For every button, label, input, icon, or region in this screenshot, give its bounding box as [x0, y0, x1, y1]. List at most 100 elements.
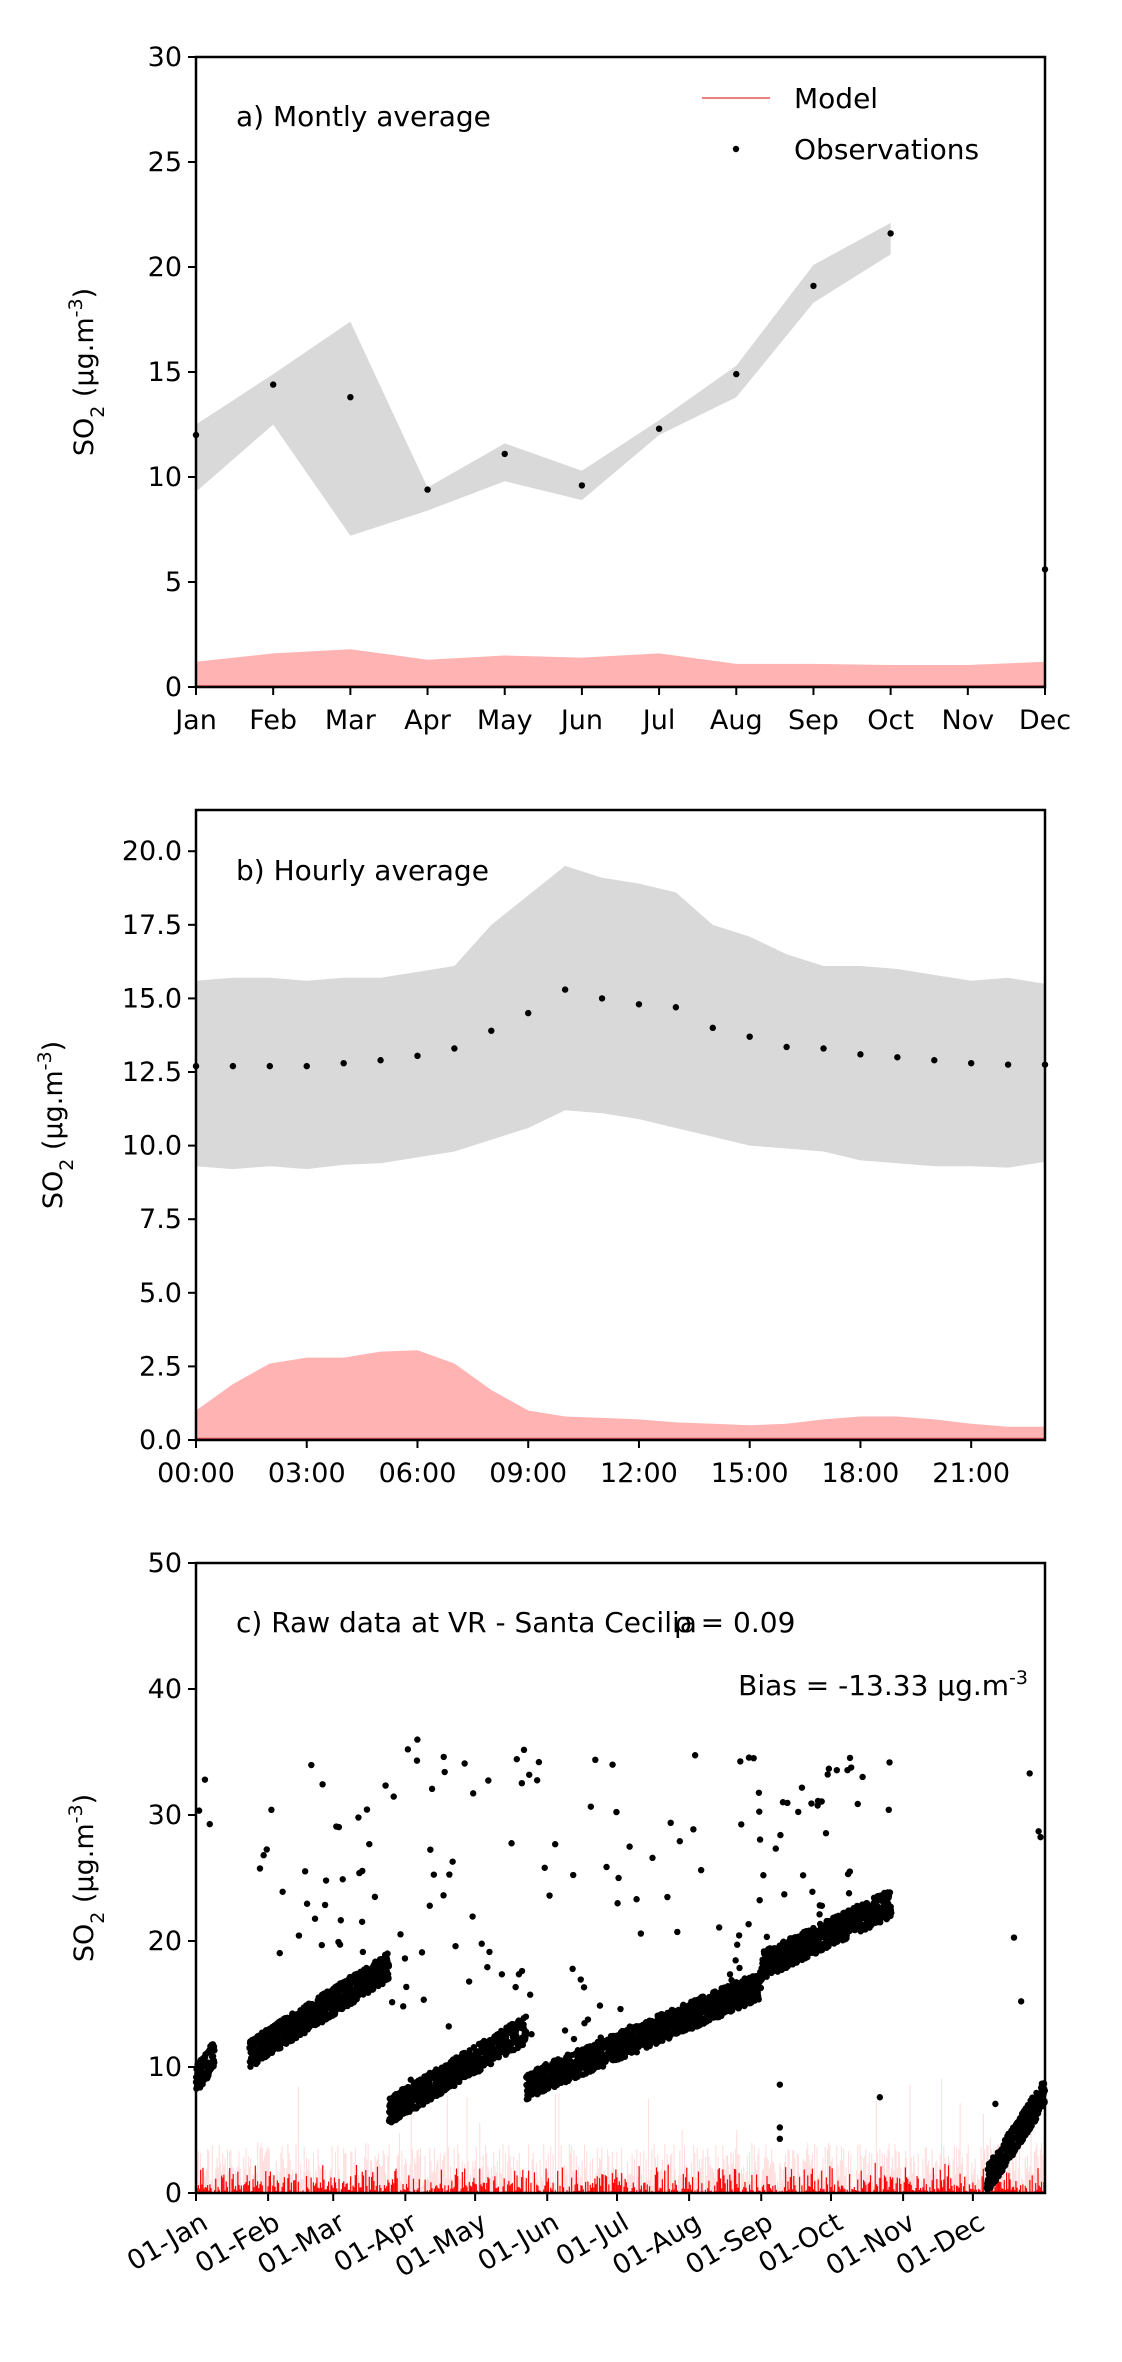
observation-point [371, 1893, 379, 1901]
observation-point [414, 1052, 421, 1060]
observation-point [541, 1864, 548, 1871]
legend-observations-marker [732, 145, 740, 153]
observation-point [359, 1867, 366, 1875]
observation-point [551, 1841, 559, 1848]
observation-point [347, 394, 354, 401]
observation-point [277, 2044, 284, 2052]
x-tick-label: Nov [941, 705, 994, 736]
observation-point [613, 1808, 620, 1816]
observation-point [311, 1915, 319, 1922]
observation-point [857, 1051, 864, 1058]
observation-point [569, 1965, 576, 1973]
legend-observations-label: Observations [794, 133, 979, 166]
observation-point [195, 1807, 203, 1814]
x-tick-label: Feb [249, 705, 297, 736]
observation-point [401, 1955, 409, 1962]
observation-point [854, 1800, 861, 1808]
observation-point [755, 1996, 762, 2003]
observation-point [363, 1806, 371, 1813]
observation-point [780, 1938, 787, 1945]
observation-point [522, 2028, 530, 2036]
observation-point [859, 1773, 866, 1781]
observation-point [877, 1919, 884, 1926]
observation-point [733, 1941, 741, 1948]
observation-point [834, 1938, 841, 1945]
observation-point [201, 1776, 209, 1783]
y-tick-label: 15 [148, 357, 182, 388]
observation-point [700, 1993, 707, 2000]
observation-point [825, 1765, 833, 1772]
observation-point [715, 1924, 723, 1931]
observation-point [355, 1814, 362, 1821]
observation-point [263, 1846, 270, 1853]
observation-point [596, 2002, 604, 2009]
observation-point [810, 282, 817, 290]
observation-point [404, 1746, 412, 1753]
observation-point [321, 1901, 329, 1909]
observation-point [414, 1736, 421, 1743]
observation-point [520, 1746, 528, 1754]
x-tick-label: 18:00 [822, 1458, 900, 1489]
observation-point [339, 1876, 346, 1883]
observation-point [737, 1758, 744, 1765]
observation-point [487, 2060, 495, 2068]
observation-point [690, 1826, 697, 1833]
observation-point [518, 1967, 526, 1975]
x-tick-label: Mar [325, 705, 377, 736]
observation-point [772, 1845, 779, 1852]
x-tick-label: May [477, 705, 533, 736]
observation-point [633, 1896, 640, 1903]
observation-point [709, 1024, 716, 1032]
observation-point [384, 1950, 391, 1957]
observation-point [756, 1896, 763, 1904]
observation-point [211, 2047, 218, 2054]
observation-point [340, 1059, 347, 1067]
observation-point [319, 1781, 326, 1788]
observation-point [845, 1890, 853, 1897]
x-tick-label: Apr [404, 705, 452, 736]
y-tick-label: 0 [165, 672, 182, 703]
observation-point [672, 1004, 680, 1011]
observation-point [697, 1866, 705, 1874]
observation-point [206, 1820, 213, 1828]
observation-point [512, 1983, 519, 1991]
panel-b-ylabel: SO2 (µg.m-3) [34, 1041, 78, 1209]
y-tick-label: 5.0 [139, 1278, 182, 1309]
observation-point [513, 1755, 520, 1763]
observation-point [735, 1932, 743, 1939]
observation-point [799, 1872, 807, 1879]
observation-point [390, 1793, 397, 1800]
observation-point [847, 1764, 855, 1771]
observation-point [617, 2005, 624, 2013]
observation-point [967, 1059, 975, 1067]
observation-point [809, 1888, 816, 1895]
observation-point [451, 1045, 458, 1052]
y-tick-label: 20 [148, 252, 182, 283]
observation-point [822, 1830, 830, 1837]
panel-b-plot-area [192, 865, 1049, 1440]
observation-point [818, 1902, 826, 1909]
observation-point [578, 482, 586, 489]
y-tick-label: 25 [148, 147, 182, 178]
observation-point [533, 1777, 541, 1784]
observation-point [615, 1874, 622, 1882]
observation-point [760, 1872, 767, 1879]
observation-point [587, 1803, 595, 1810]
observation-point [461, 1760, 468, 1767]
observation-point [757, 1984, 765, 1992]
y-tick-label: 0.0 [139, 1425, 182, 1456]
observation-point [229, 1062, 237, 1070]
observation-point [452, 1942, 459, 1950]
y-tick-label: 17.5 [122, 910, 182, 941]
panel-a-monthly: 0 5 10 15 20 25 30 Jan Feb Mar Apr May Jun Jul Aug Sep O… [65, 42, 1071, 736]
panel-b-title: b) Hourly average [236, 854, 489, 887]
observation-point [781, 1891, 788, 1898]
observation-point [674, 1928, 681, 1936]
observation-point [377, 1057, 384, 1064]
observation-point [795, 1808, 802, 1816]
observation-point [887, 230, 894, 237]
observation-point [528, 2031, 535, 2038]
x-tick-label: Oct [867, 705, 914, 736]
observation-point [526, 1771, 533, 1778]
